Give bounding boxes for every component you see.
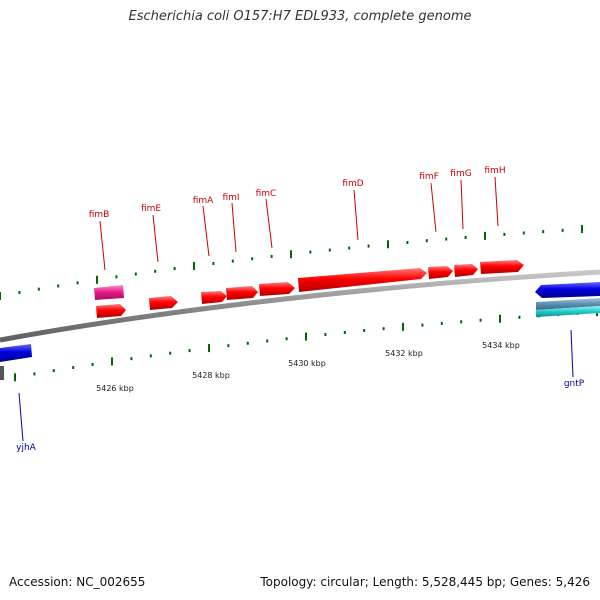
gene-fimA-arrow[interactable] <box>201 291 227 304</box>
cyan-feature <box>536 306 600 317</box>
gene-yjhA-arrow[interactable] <box>0 344 32 362</box>
gene-label-fimD[interactable]: fimD <box>342 179 363 189</box>
accession-text: Accession: NC_002655 <box>9 575 146 589</box>
genome-summary-text: Topology: circular; Length: 5,528,445 bp… <box>260 575 590 589</box>
gene-fimE-arrow[interactable] <box>149 296 178 310</box>
gene-label-fimG[interactable]: fimG <box>450 169 471 179</box>
plus-strand-features <box>94 260 524 318</box>
gene-fimC-arrow[interactable] <box>259 282 295 296</box>
kbp-label: 5434 kbp <box>482 341 520 350</box>
gene-fimB-arrow[interactable] <box>96 304 126 318</box>
gene-fimD-arrow[interactable] <box>298 268 427 292</box>
gene-fimI-arrow[interactable] <box>226 286 258 300</box>
gene-gntP-arrow[interactable] <box>535 282 600 298</box>
genome-backbone <box>0 269 600 343</box>
gray-feature-marker <box>0 366 4 380</box>
gene-label-fimI[interactable]: fimI <box>222 193 239 203</box>
gene-label-fimF[interactable]: fimF <box>419 172 439 182</box>
upper-tick-row <box>0 225 583 300</box>
gene-label-yjhA[interactable]: yjhA <box>16 443 37 453</box>
gene-fimF-arrow[interactable] <box>428 266 453 279</box>
kbp-label: 5426 kbp <box>96 384 134 393</box>
gene-label-gntP[interactable]: gntP <box>564 379 585 389</box>
gene-label-fimE[interactable]: fimE <box>141 204 161 214</box>
gene-fimB-pink-feature[interactable] <box>94 285 124 300</box>
kbp-label: 5432 kbp <box>385 349 423 358</box>
gene-label-fimB[interactable]: fimB <box>89 210 110 220</box>
kbp-label: 5430 kbp <box>288 359 326 368</box>
kbp-labels: 5426 kbp 5428 kbp 5430 kbp 5432 kbp 5434… <box>96 341 520 393</box>
plus-leader-lines <box>99 176 499 271</box>
minus-gene-labels: yjhA gntP <box>16 379 585 453</box>
plus-gene-labels: fimB fimE fimA fimI fimC fimD fimF fimG … <box>89 166 506 220</box>
gene-label-fimA[interactable]: fimA <box>193 196 214 206</box>
map-title: Escherichia coli O157:H7 EDL933, complet… <box>128 9 472 24</box>
gene-fimH-arrow[interactable] <box>480 260 524 274</box>
minus-strand-features <box>0 282 600 380</box>
gene-label-fimC[interactable]: fimC <box>256 189 277 199</box>
kbp-label: 5428 kbp <box>192 371 230 380</box>
minus-leader-lines <box>18 329 574 442</box>
gene-label-fimH[interactable]: fimH <box>484 166 505 176</box>
gene-fimG-arrow[interactable] <box>454 264 478 277</box>
